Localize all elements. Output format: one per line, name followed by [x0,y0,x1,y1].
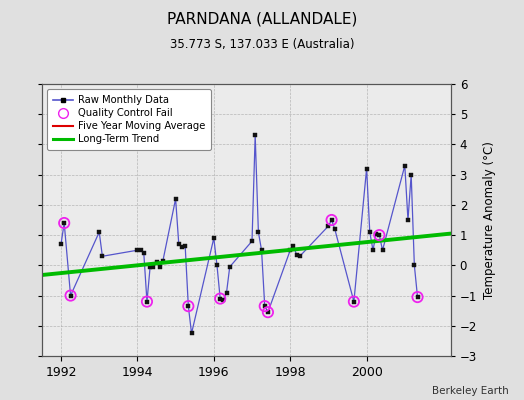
Point [67,292,75,299]
Point [260,303,269,309]
Text: Berkeley Earth: Berkeley Earth [432,386,508,396]
Text: 35.773 S, 137.033 E (Australia): 35.773 S, 137.033 E (Australia) [170,38,354,51]
Point [328,217,336,223]
Point [184,303,192,309]
Point [375,232,384,238]
Point [60,220,68,226]
Point [143,298,151,305]
Legend: Raw Monthly Data, Quality Control Fail, Five Year Moving Average, Long-Term Tren: Raw Monthly Data, Quality Control Fail, … [47,89,211,150]
Point [413,294,422,300]
Text: PARNDANA (ALLANDALE): PARNDANA (ALLANDALE) [167,12,357,27]
Point [264,309,272,315]
Point [350,298,358,305]
Y-axis label: Temperature Anomaly (°C): Temperature Anomaly (°C) [483,141,496,299]
Point [216,295,224,302]
